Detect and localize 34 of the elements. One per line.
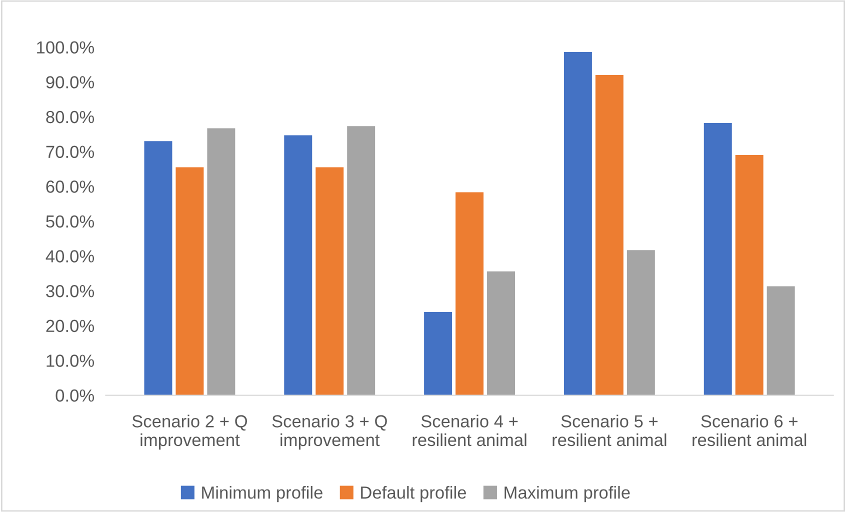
y-tick-label: 40.0%	[46, 250, 94, 262]
bar	[144, 141, 172, 396]
y-tick-label: 50.0%	[46, 215, 94, 228]
y-tick-label: 70.0%	[46, 146, 94, 158]
x-tick-label: Scenario 6 + resilient animal	[692, 414, 806, 446]
bar	[347, 126, 376, 396]
bar	[316, 167, 344, 396]
x-tick-label: Scenario 2 + Q improvement	[132, 414, 248, 450]
x-tick-label: Scenario 5 + resilient animal	[552, 414, 666, 446]
bar	[207, 128, 236, 396]
x-tick-label: Scenario 4 + resilient animal	[412, 414, 526, 446]
legend-label: Maximum profile	[504, 486, 630, 502]
bar	[176, 167, 204, 396]
y-tick-label: 100.0%	[37, 41, 94, 54]
bar	[456, 192, 484, 396]
y-tick-label: 90.0%	[46, 76, 94, 88]
y-tick-label: 60.0%	[46, 180, 94, 193]
bar	[424, 312, 452, 396]
bar	[735, 155, 764, 396]
y-tick-label: 80.0%	[46, 110, 94, 124]
legend-label: Default profile	[361, 486, 466, 502]
bar	[766, 286, 795, 396]
y-tick-label: 10.0%	[46, 354, 94, 367]
bar	[626, 250, 655, 396]
y-tick-label: 20.0%	[46, 320, 94, 332]
legend-label: Minimum profile	[202, 486, 322, 502]
y-tick-label: 30.0%	[46, 284, 94, 298]
bar	[595, 74, 624, 396]
bar	[284, 135, 312, 396]
bar	[487, 271, 515, 396]
x-tick-label: Scenario 3 + Q improvement	[272, 414, 387, 450]
y-tick-label: 0.0%	[56, 389, 94, 402]
bar	[564, 52, 592, 396]
bar	[704, 123, 732, 396]
